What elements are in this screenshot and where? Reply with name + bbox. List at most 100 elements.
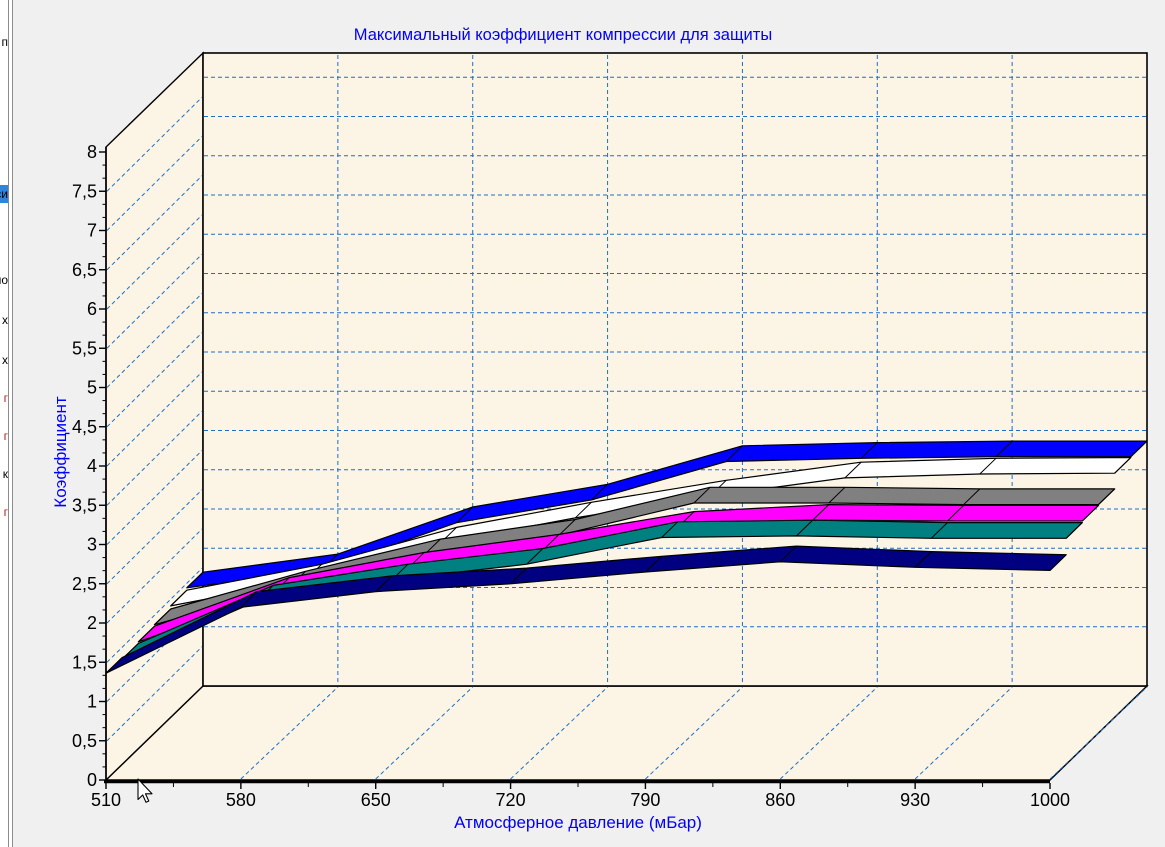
gridline-diagonal-leftwall: [106, 528, 203, 624]
ribbon-segment-divider: [558, 519, 576, 536]
ribbon-segment-divider: [1065, 522, 1083, 539]
gridline-diagonal-leftwall: [106, 410, 203, 506]
ribbon-segment-divider: [137, 625, 155, 643]
ribbon-segment-divider: [979, 457, 997, 475]
chart-floor-wall: [104, 685, 1149, 781]
x-tick-label: 650: [361, 790, 391, 810]
ribbon-segment-divider: [240, 591, 258, 608]
y-tick-label: 5,5: [72, 338, 97, 358]
y-tick-label: 2,5: [72, 574, 97, 594]
ribbon-segment-divider: [574, 501, 592, 519]
ribbon-segment-divider: [645, 555, 662, 573]
sidebar-item-fragment[interactable]: си: [0, 185, 8, 203]
gridline-diagonal-leftwall: [106, 567, 203, 663]
ribbon-segment-divider: [812, 504, 830, 521]
sidebar-item-fragment[interactable]: но: [0, 273, 8, 287]
x-tick-label: 790: [630, 790, 660, 810]
sidebar-splitter[interactable]: [8, 0, 9, 847]
ribbon-segment-divider: [170, 589, 188, 607]
ribbon-segment-divider: [963, 488, 981, 505]
gridline-diagonal-leftwall: [106, 371, 203, 467]
x-tick-label: 720: [496, 790, 526, 810]
mouse-cursor-icon: [137, 778, 153, 803]
ribbon-segment-divider: [995, 440, 1013, 458]
ribbon-segment-divider: [796, 519, 813, 537]
sidebar-gap: [9, 0, 12, 847]
x-axis-title: Атмосферное давление (мБар): [454, 813, 702, 832]
y-tick-label: 1,5: [72, 652, 97, 672]
ribbon-segment-divider: [105, 657, 123, 674]
x-tick-label: 580: [226, 790, 256, 810]
ribbon-segment-divider: [1049, 554, 1067, 571]
gridline-diagonal-leftwall: [106, 96, 203, 192]
y-tick-label: 5: [87, 378, 97, 398]
y-tick-label: 2: [87, 613, 97, 633]
gridline-diagonal-floor: [1049, 686, 1148, 780]
gridline-diagonal-leftwall: [106, 214, 203, 310]
sidebar-item-fragment[interactable]: к: [2, 467, 8, 481]
panel-border: [12, 0, 13, 847]
sidebar-item-fragment[interactable]: г: [3, 505, 8, 519]
gridline-diagonal-floor: [914, 686, 1013, 780]
sidebar-item-fragment[interactable]: п: [1, 35, 9, 49]
ribbon-segment-divider: [375, 575, 393, 592]
chart-tick-labels: 0 0,5 1 1,5 2 2,5 3 3,5 4 4,5 5 5,5 6 6,5 7 7,5 8 510 580 6…: [72, 142, 1070, 810]
sidebar-item-fragment[interactable]: г: [3, 391, 8, 405]
gridline-diagonal-floor: [779, 686, 878, 780]
sidebar-item-fragment[interactable]: х: [2, 353, 8, 367]
y-tick-label: 7: [87, 221, 97, 241]
gridline-diagonal-leftwall: [106, 646, 203, 742]
gridline-diagonal-floor: [375, 686, 474, 780]
navy-ribbon[interactable]: [105, 545, 1067, 674]
ribbon-segment-divider: [779, 545, 797, 563]
gridline-diagonal-leftwall: [106, 489, 203, 585]
sidebar-item-fragment[interactable]: х: [2, 313, 8, 327]
ribbon-segment-divider: [510, 567, 528, 585]
ribbon-segment-divider: [693, 486, 711, 504]
chart-axes: [99, 147, 1051, 789]
x-tick-label: 510: [91, 790, 121, 810]
y-tick-label: 1: [87, 692, 97, 712]
gridline-diagonal-leftwall: [106, 293, 203, 388]
ribbon-segment-divider: [591, 483, 608, 501]
gridline-diagonal-leftwall: [106, 450, 203, 545]
ribbon-segment-divider: [844, 461, 862, 479]
ribbon-segment-divider: [860, 442, 878, 459]
ribbon-segment-divider: [456, 506, 474, 524]
y-tick-label: 4,5: [72, 417, 97, 437]
y-tick-label: 6: [87, 299, 97, 319]
chart-left-wall: [105, 51, 204, 782]
y-tick-label: 3: [87, 535, 97, 555]
y-tick-label: 3,5: [72, 495, 97, 515]
ribbon-segment-divider: [828, 486, 846, 504]
ribbon-segment-divider: [914, 551, 932, 568]
gridline-diagonal-leftwall: [106, 332, 203, 428]
y-axis-title: Коэффициент: [51, 396, 70, 508]
sidebar-item-fragment[interactable]: г: [3, 429, 8, 443]
gridline-diagonal-leftwall: [106, 607, 203, 702]
ribbon-segment-divider: [930, 522, 948, 539]
clipped-sidebar-panel[interactable]: п си но х х г г к г: [0, 0, 8, 847]
gridline-diagonal-leftwall: [106, 253, 203, 349]
ribbon-segment-divider: [947, 504, 964, 522]
ribbon-segment-divider: [1098, 488, 1116, 505]
ribbon-segment-divider: [661, 521, 679, 538]
y-tick-label: 8: [87, 142, 97, 162]
gridline-diagonal-leftwall: [106, 136, 203, 231]
arrow-cursor: [137, 778, 153, 803]
gridline-diagonal-leftwall: [106, 175, 203, 271]
y-tick-label: 0,5: [72, 731, 97, 751]
ribbon-segment-divider: [725, 445, 743, 462]
y-tick-label: 0: [87, 770, 97, 790]
chart-walls: [104, 51, 1149, 782]
chart-series: [105, 440, 1148, 674]
y-tick-label: 6,5: [72, 260, 97, 280]
ribbon-segment-divider: [1081, 504, 1099, 522]
gridline-diagonal-floor: [510, 686, 608, 780]
ribbon-segment-divider: [186, 571, 204, 589]
x-tick-label: 930: [900, 790, 930, 810]
ribbon-segment-divider: [526, 548, 544, 565]
y-tick-label: 4: [87, 456, 97, 476]
